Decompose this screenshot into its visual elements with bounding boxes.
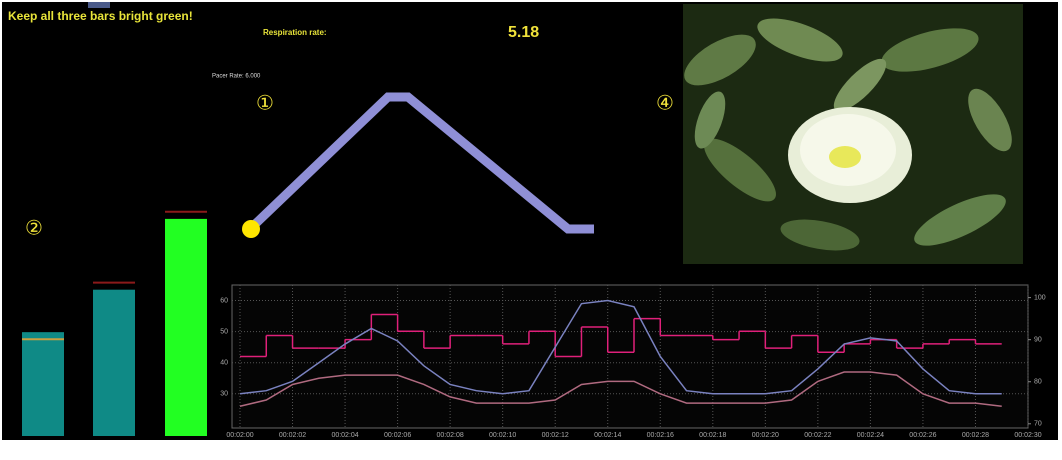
y2-tick-label: 80 bbox=[1034, 379, 1042, 386]
pacer-rate: Pacer Rate: 6.000 bbox=[212, 74, 261, 80]
y2-tick-label: 90 bbox=[1034, 337, 1042, 344]
x-tick-label: 00:02:00 bbox=[226, 432, 253, 439]
respiration-value: 5.18 bbox=[508, 24, 539, 41]
x-tick-label: 00:02:28 bbox=[962, 432, 989, 439]
x-tick-label: 00:02:08 bbox=[437, 432, 464, 439]
pacer-ball bbox=[242, 220, 260, 238]
y-tick-label: 30 bbox=[220, 391, 228, 398]
x-tick-label: 00:02:12 bbox=[542, 432, 569, 439]
x-tick-label: 00:02:04 bbox=[331, 432, 358, 439]
x-tick-label: 00:02:24 bbox=[857, 432, 884, 439]
respiration-label: Respiration rate: bbox=[263, 28, 327, 37]
marker: ④ bbox=[656, 91, 674, 115]
level-bar bbox=[22, 332, 64, 436]
x-tick-label: 00:02:02 bbox=[279, 432, 306, 439]
y-tick-label: 40 bbox=[220, 360, 228, 367]
level-bar bbox=[165, 219, 207, 436]
x-tick-label: 00:02:26 bbox=[909, 432, 936, 439]
x-tick-label: 00:02:14 bbox=[594, 432, 621, 439]
y-tick-label: 50 bbox=[220, 328, 228, 335]
flower-image bbox=[676, 4, 1023, 264]
marker: ① bbox=[256, 91, 274, 115]
y-tick-label: 60 bbox=[220, 297, 228, 304]
level-bar bbox=[93, 290, 135, 436]
y2-tick-label: 70 bbox=[1034, 421, 1042, 428]
instruction: Keep all three bars bright green! bbox=[8, 9, 193, 23]
x-tick-label: 00:02:10 bbox=[489, 432, 516, 439]
window-tab bbox=[88, 2, 110, 8]
x-tick-label: 00:02:18 bbox=[699, 432, 726, 439]
marker: ② bbox=[25, 216, 43, 240]
x-tick-label: 00:02:30 bbox=[1014, 432, 1041, 439]
x-tick-label: 00:02:20 bbox=[752, 432, 779, 439]
y2-tick-label: 100 bbox=[1034, 294, 1046, 301]
x-tick-label: 00:02:06 bbox=[384, 432, 411, 439]
x-tick-label: 00:02:16 bbox=[647, 432, 674, 439]
x-tick-label: 00:02:22 bbox=[804, 432, 831, 439]
app-window: Keep all three bars bright green! Respir… bbox=[0, 0, 1062, 460]
